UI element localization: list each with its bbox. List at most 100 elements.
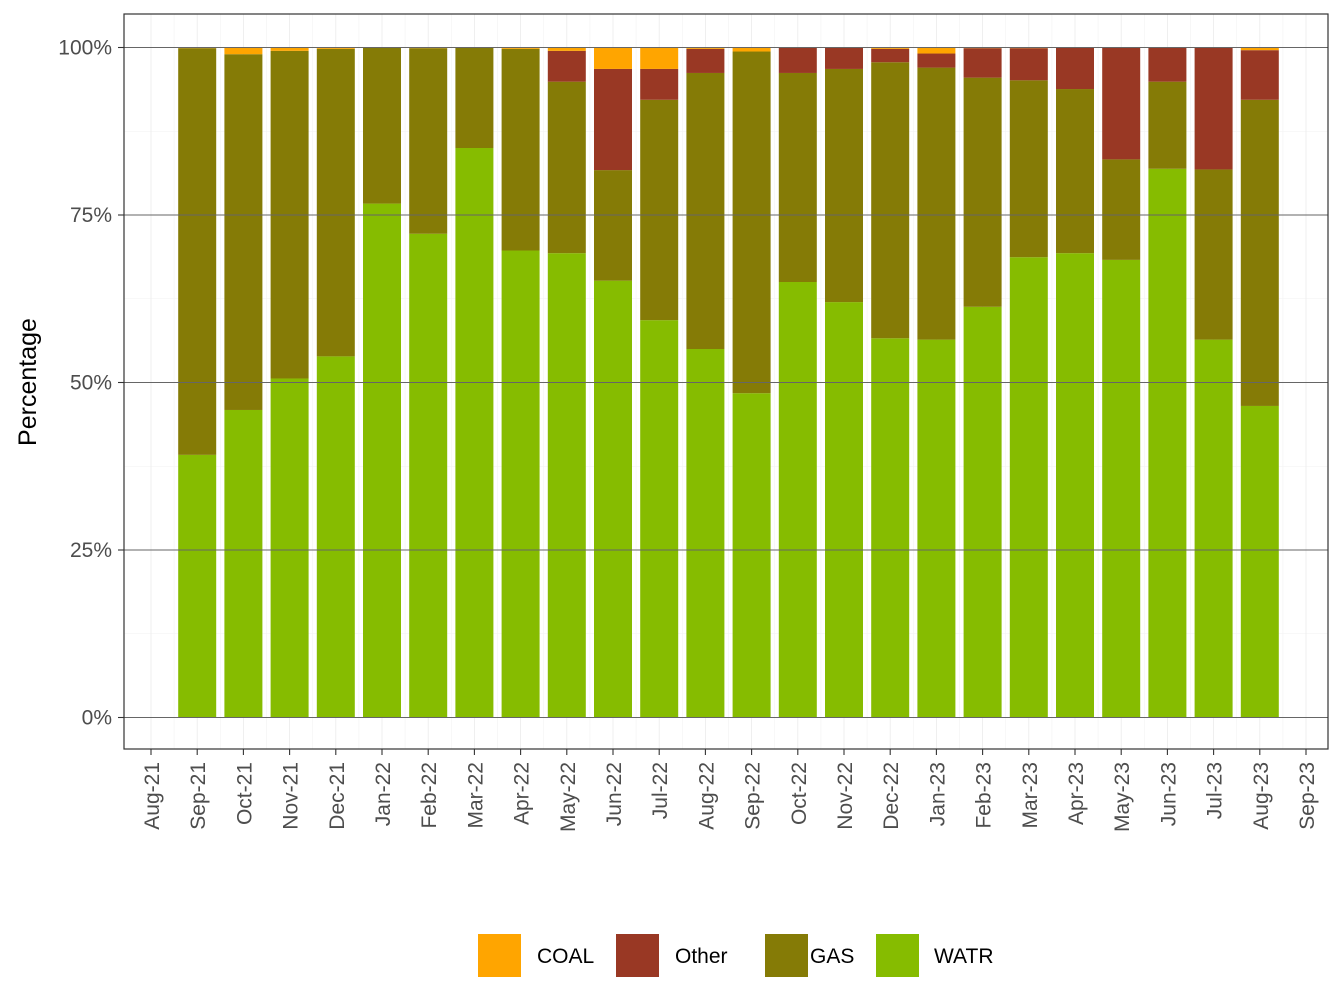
legend-swatch [478,934,521,977]
bar-segment-gas [825,68,863,303]
x-tick-label: Oct-21 [233,762,256,825]
bar-segment-coal [270,47,309,51]
bar-stack-Apr-22 [501,47,540,718]
legend-swatch [876,934,919,977]
bar-segment-watr [409,233,448,718]
legend-item-gas: GAS [765,934,854,977]
bar-segment-watr [1194,339,1233,718]
bar-segment-other [1009,48,1048,81]
legend-label: Other [675,945,728,968]
legend-item-other: Other [616,934,728,977]
bar-segment-other [594,68,632,171]
bar-segment-gas [1056,89,1094,254]
bar-stack-Nov-22 [825,47,863,718]
bar-segment-watr [963,306,1002,718]
bar-segment-watr [1240,405,1279,718]
x-axis: Aug-21 Sep-21 Oct-21 Nov-21 Dec-21 Jan-22 Feb-… [141,749,1319,832]
x-tick-label: Oct-22 [788,762,811,825]
bar-stack-Jun-23 [1148,47,1187,718]
bar-stack-Mar-22 [455,47,494,718]
bar-segment-gas [178,48,217,455]
x-tick-label: Dec-21 [326,762,349,830]
bar-stack-Aug-22 [686,47,725,718]
x-tick-label: May-22 [557,762,580,832]
x-tick-label: Sep-22 [742,762,765,830]
bar-segment-watr [363,203,401,718]
bar-stack-Sep-21 [178,47,217,718]
legend-item-coal: COAL [478,934,594,977]
x-tick-label: Apr-22 [511,762,534,825]
bar-segment-coal [501,47,540,49]
bar-segment-gas [409,48,448,234]
bar-segment-gas [455,47,494,148]
bar-segment-other [963,48,1002,78]
bar-segment-other [1102,47,1141,160]
bar-segment-other [917,53,956,68]
bar-segment-watr [825,302,863,718]
y-tick-label: 75% [70,204,112,227]
bar-stack-Jan-23 [917,47,956,718]
bar-segment-watr [1056,253,1094,718]
legend-swatch [765,934,808,977]
y-axis: 0% 25% 50% 75% 100% [58,37,124,730]
x-tick-label: Sep-23 [1296,762,1319,830]
bar-segment-watr [732,393,771,718]
bar-segment-watr [501,250,540,718]
bar-stack-Mar-23 [1009,47,1048,718]
bar-segment-gas [778,72,817,283]
bar-stack-Jul-23 [1194,47,1233,718]
bar-segment-coal [224,47,263,55]
bar-segment-gas [224,54,263,410]
bar-stack-Sep-22 [732,47,771,718]
bar-segment-other [871,48,910,63]
x-tick-label: Apr-23 [1065,762,1088,825]
legend-item-watr: WATR [876,934,993,977]
y-tick-label: 50% [70,372,112,395]
bar-segment-other [686,48,725,73]
bar-stack-Oct-22 [778,47,817,718]
y-tick-label: 0% [82,707,112,730]
bar-stack-Feb-23 [963,47,1002,718]
legend: COAL Other GAS WATR [478,934,993,977]
bar-segment-coal [594,47,632,69]
bar-segment-other [1056,47,1094,90]
x-tick-label: Jan-23 [926,762,949,826]
x-tick-label: Aug-23 [1250,762,1273,830]
bar-stack-Feb-22 [409,47,448,718]
legend-label: WATR [934,945,993,968]
bar-segment-coal [547,47,586,51]
bar-segment-coal [732,47,771,52]
bar-segment-gas [547,81,586,254]
bar-stack-Aug-23 [1240,47,1279,718]
bar-segment-gas [1009,80,1048,258]
x-tick-label: Mar-23 [1019,762,1042,829]
bar-segment-watr [1009,257,1048,718]
bar-segment-watr [778,282,817,718]
bar-segment-coal [917,47,956,54]
bar-segment-gas [1102,159,1141,260]
x-tick-label: Mar-22 [464,762,487,829]
bar-stack-May-22 [547,47,586,718]
bar-stack-May-23 [1102,47,1141,718]
y-tick-label: 100% [58,37,112,60]
bar-segment-watr [640,320,679,718]
legend-label: GAS [810,945,854,968]
x-tick-label: Aug-21 [141,762,164,830]
x-tick-label: Jan-22 [372,762,395,826]
y-axis-title: Percentage [14,318,42,446]
bar-segment-other [1240,50,1279,100]
x-tick-label: Aug-22 [695,762,718,830]
bar-stack-Apr-23 [1056,47,1094,718]
bar-segment-gas [686,72,725,350]
bar-segment-watr [917,339,956,718]
x-tick-label: Jul-22 [649,762,672,819]
bar-segment-coal [640,47,679,69]
bars [124,47,1328,718]
bar-segment-gas [1240,99,1279,406]
legend-swatch [616,934,659,977]
bar-segment-watr [547,253,586,718]
bar-segment-gas [501,48,540,251]
x-tick-label: Jun-23 [1157,762,1180,826]
bar-segment-other [778,47,817,73]
